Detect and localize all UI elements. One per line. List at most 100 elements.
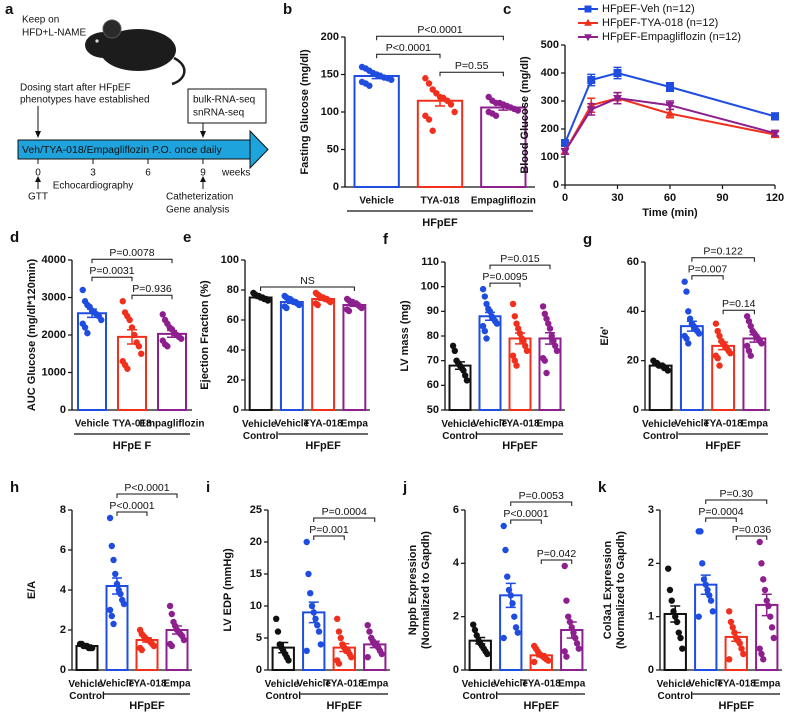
data-point [447, 101, 455, 108]
y-tick-label: 20 [627, 355, 639, 367]
x-tick-label: Vehicle Control [68, 679, 105, 702]
significance-label: P=0.042 [537, 548, 577, 560]
y-tick-label: 1000 [42, 366, 66, 378]
significance-bracket [722, 309, 755, 315]
y-tick-label: 1 [648, 611, 654, 623]
week-label: 6 [145, 168, 151, 179]
data-point [110, 556, 117, 564]
x-tick-label: Vehicle Control [242, 419, 279, 442]
group-label: HFpEF [502, 440, 538, 452]
data-point [770, 634, 777, 642]
panel-letter: c [503, 1, 511, 18]
data-point [314, 622, 321, 629]
data-point [168, 642, 176, 650]
data-point [500, 634, 507, 642]
schematic: a Keep on HFD+L-NAME Dosing start after … [5, 1, 269, 216]
data-point [138, 350, 145, 357]
panel-letter: e [183, 229, 191, 246]
data-point [523, 347, 531, 354]
error-bar [700, 574, 711, 596]
data-point [683, 335, 690, 342]
y-axis-label: Col3a1 Expression [602, 541, 614, 640]
data-point [479, 322, 487, 330]
error-bar [318, 297, 329, 301]
data-point [502, 546, 509, 554]
data-point [422, 75, 429, 82]
y-tick-label: 70 [427, 355, 439, 367]
marker [665, 102, 675, 110]
significance-bracket [510, 501, 573, 506]
data-point [675, 629, 682, 636]
error-bar [686, 320, 697, 332]
data-point [335, 660, 343, 667]
significance-bracket [439, 71, 504, 77]
x-tick-label: TYA-018 [522, 679, 562, 690]
group-label: HFpEF [524, 700, 560, 712]
significance-label: P=0.015 [500, 253, 540, 265]
data-point [463, 377, 471, 384]
x-tick-label: Vehicle [494, 679, 529, 690]
y-axis-label: E/e' [599, 326, 611, 346]
bar [448, 364, 472, 412]
data-point [483, 300, 490, 308]
y-axis-label: Nppb Expression [407, 544, 419, 635]
y-tick-label: 25 [250, 504, 262, 516]
data-point [760, 576, 767, 583]
data-point [364, 654, 371, 661]
data-point [747, 352, 754, 359]
sequencing-arrow-head [200, 131, 206, 138]
y-tick-label: 5 [256, 632, 262, 644]
data-point [561, 562, 568, 570]
data-point [264, 297, 272, 304]
data-point [178, 335, 185, 342]
data-point [573, 640, 581, 647]
terminal-text: Gene analysis [166, 205, 229, 216]
data-point [164, 343, 171, 350]
x-tick-label: 90 [716, 192, 728, 204]
error-bar [369, 640, 380, 649]
y-tick-label: 4000 [42, 254, 66, 266]
x-tick-label: TYA-018 [717, 679, 757, 690]
data-point [511, 357, 519, 364]
y-tick-label: 100 [541, 151, 559, 163]
data-point [493, 320, 501, 327]
data-point [712, 320, 720, 327]
x-tick-label: Vehicle [675, 419, 710, 430]
data-point [514, 107, 522, 114]
mouse-head [85, 32, 123, 58]
gtt-arrow-head [35, 176, 41, 182]
treatment-text: Veh/TYA-018/Empagliflozin P.O. once dail… [22, 144, 223, 156]
data-point [714, 355, 721, 362]
y-tick-label: 60 [427, 379, 439, 391]
diet-text: HFD+L-NAME [22, 28, 87, 39]
x-tick-label: Vehicle Control [642, 419, 679, 442]
y-tick-label: 100 [221, 254, 239, 266]
y-tick-label: 200 [321, 31, 339, 43]
data-point [273, 615, 280, 622]
group-label: HFpEF [705, 440, 741, 452]
x-tick-label: TYA-018 [325, 679, 365, 690]
significance-bracket [313, 535, 345, 540]
data-point [545, 320, 552, 327]
week-label: 9 [200, 168, 206, 179]
data-point [334, 615, 341, 622]
significance-bracket [131, 294, 173, 300]
x-tick-label: 0 [562, 192, 568, 204]
data-point [514, 629, 521, 636]
panel-letter: b [283, 1, 292, 18]
data-point [546, 325, 554, 332]
data-point [481, 293, 489, 300]
y-tick-label: 0 [233, 404, 239, 416]
data-point [697, 528, 704, 535]
data-point [451, 347, 459, 354]
data-point [315, 628, 323, 635]
data-point [449, 342, 457, 350]
data-point [358, 304, 365, 312]
legend-label: HFpEF-Veh (n=12) [602, 3, 695, 15]
x-tick-label: TYA-018 [112, 419, 152, 430]
group-label: HFpEF [422, 217, 458, 229]
week-unit: weeks [221, 168, 250, 179]
data-point [758, 560, 765, 567]
y-tick-label: 3000 [42, 291, 66, 303]
